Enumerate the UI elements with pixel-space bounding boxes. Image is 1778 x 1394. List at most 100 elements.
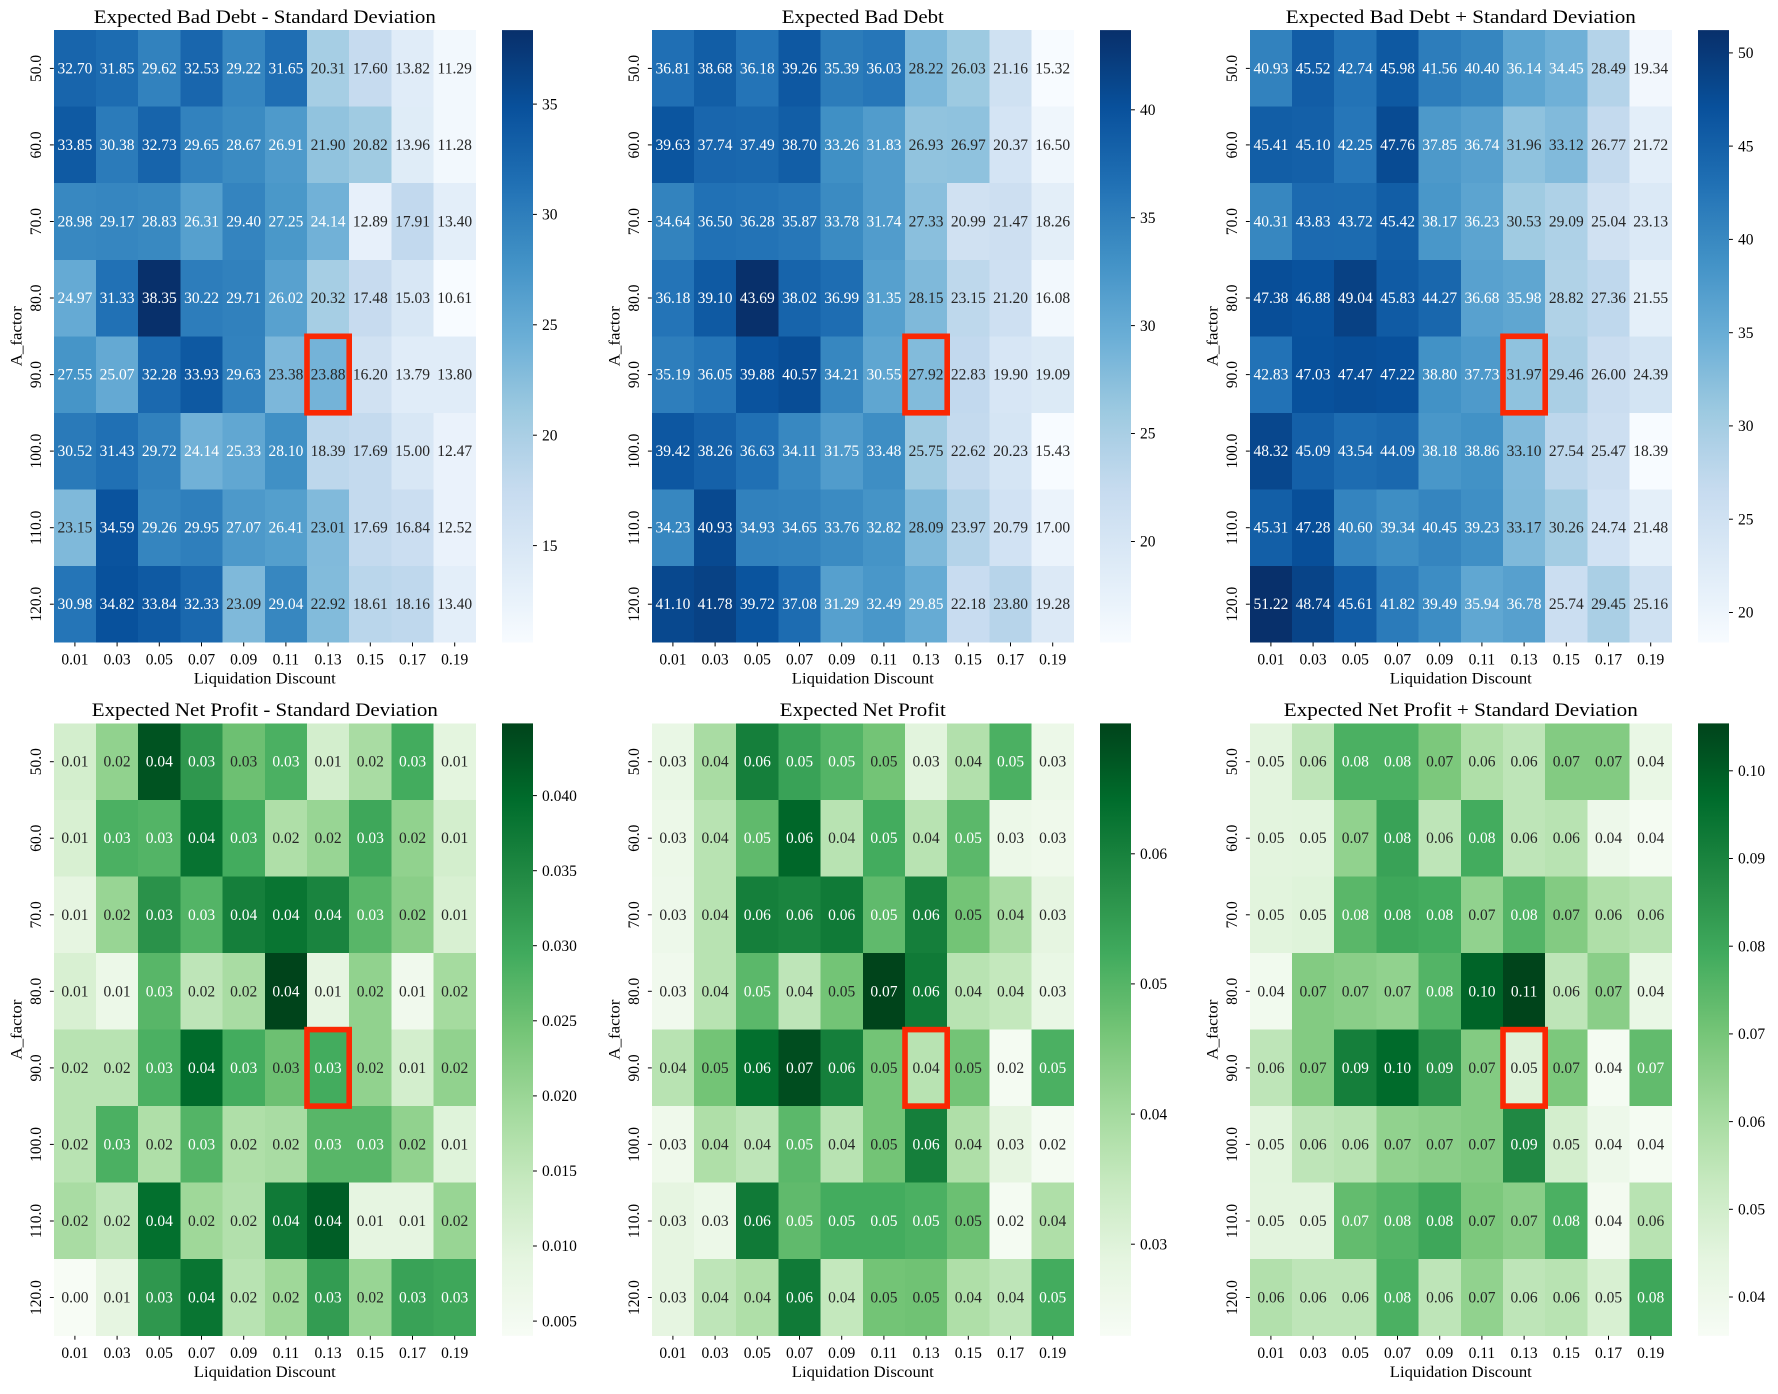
svg-text:0.08: 0.08 [1426,907,1453,924]
svg-text:0.10: 0.10 [1384,1060,1411,1077]
svg-text:0.17: 0.17 [997,652,1024,669]
svg-text:25.75: 25.75 [909,443,944,460]
svg-text:26.77: 26.77 [1591,137,1626,154]
svg-text:110.0: 110.0 [1224,510,1241,545]
svg-text:35.39: 35.39 [824,60,859,77]
svg-text:25.04: 25.04 [1591,214,1626,231]
svg-text:0.04: 0.04 [702,1136,729,1153]
svg-text:A_factor: A_factor [1204,999,1221,1060]
svg-text:18.39: 18.39 [1633,443,1668,460]
svg-text:40: 40 [1738,232,1754,249]
svg-text:26.00: 26.00 [1591,367,1626,384]
svg-text:41.56: 41.56 [1422,60,1457,77]
svg-text:30.26: 30.26 [1549,520,1584,537]
svg-text:0.03: 0.03 [702,1345,729,1362]
svg-text:60.0: 60.0 [1224,824,1241,851]
svg-text:0.01: 0.01 [399,983,426,1000]
svg-text:0.03: 0.03 [230,830,257,847]
svg-text:40.93: 40.93 [1253,60,1288,77]
svg-text:32.53: 32.53 [184,60,219,77]
svg-text:90.0: 90.0 [626,361,643,388]
svg-text:0.13: 0.13 [913,652,940,669]
svg-text:21.55: 21.55 [1633,290,1668,307]
svg-text:0.08: 0.08 [1384,1213,1411,1230]
svg-text:0.030: 0.030 [542,938,577,955]
svg-text:33.93: 33.93 [184,367,219,384]
svg-text:0.01: 0.01 [61,830,88,847]
svg-text:0.19: 0.19 [1637,652,1664,669]
svg-text:40: 40 [1140,102,1156,119]
svg-text:0.03: 0.03 [146,1060,173,1077]
svg-text:0.03: 0.03 [104,1345,131,1362]
svg-text:23.38: 23.38 [268,367,303,384]
svg-text:60.0: 60.0 [626,131,643,158]
svg-text:0.04: 0.04 [997,907,1024,924]
svg-text:34.45: 34.45 [1549,60,1584,77]
svg-text:0.06: 0.06 [913,907,940,924]
svg-text:32.73: 32.73 [142,137,177,154]
svg-text:0.06: 0.06 [828,1060,855,1077]
svg-text:17.00: 17.00 [1035,520,1070,537]
svg-text:0.03: 0.03 [1039,830,1066,847]
svg-text:0.05: 0.05 [146,652,173,669]
svg-text:29.65: 29.65 [184,137,219,154]
svg-text:0.19: 0.19 [441,1345,468,1362]
svg-text:0.09: 0.09 [230,652,257,669]
svg-text:0.06: 0.06 [1637,1213,1664,1230]
svg-text:30.98: 30.98 [57,596,92,613]
svg-text:0.06: 0.06 [786,830,813,847]
svg-text:25: 25 [542,317,558,334]
svg-text:27.36: 27.36 [1591,290,1626,307]
svg-text:45.10: 45.10 [1296,137,1331,154]
svg-text:0.06: 0.06 [786,1290,813,1307]
svg-text:45.31: 45.31 [1253,520,1288,537]
svg-text:40.45: 40.45 [1422,520,1457,537]
svg-text:32.70: 32.70 [57,60,92,77]
svg-text:0.15: 0.15 [955,1345,982,1362]
svg-text:Liquidation Discount: Liquidation Discount [194,1364,337,1381]
svg-text:49.04: 49.04 [1338,290,1373,307]
svg-text:44.09: 44.09 [1380,443,1415,460]
svg-text:37.85: 37.85 [1422,137,1457,154]
svg-text:0.07: 0.07 [1384,1136,1411,1153]
svg-text:0.08: 0.08 [1426,1213,1453,1230]
svg-text:Expected Net Profit + Standard: Expected Net Profit + Standard Deviation [1284,700,1638,721]
svg-text:Liquidation Discount: Liquidation Discount [194,671,337,688]
svg-text:0.03: 0.03 [146,1290,173,1307]
svg-text:21.16: 21.16 [993,60,1028,77]
svg-text:25.74: 25.74 [1549,596,1584,613]
svg-text:0.05: 0.05 [1300,1213,1327,1230]
svg-text:0.04: 0.04 [997,1290,1024,1307]
svg-text:33.12: 33.12 [1549,137,1584,154]
svg-text:36.14: 36.14 [1507,60,1542,77]
svg-text:Liquidation Discount: Liquidation Discount [792,1364,935,1381]
svg-text:80.0: 80.0 [28,284,45,311]
svg-text:0.05: 0.05 [955,1213,982,1230]
svg-text:0.04: 0.04 [315,1213,342,1230]
svg-text:26.03: 26.03 [951,60,986,77]
svg-text:A_factor: A_factor [1204,305,1221,366]
svg-text:110.0: 110.0 [626,1204,643,1239]
svg-text:45.42: 45.42 [1380,214,1415,231]
svg-text:0.05: 0.05 [955,830,982,847]
svg-text:0.015: 0.015 [542,1163,577,1180]
svg-text:0.04: 0.04 [786,983,813,1000]
svg-text:0.01: 0.01 [61,1345,88,1362]
svg-text:0.02: 0.02 [357,983,384,1000]
svg-text:0.05: 0.05 [1595,1290,1622,1307]
svg-text:0.05: 0.05 [870,830,897,847]
svg-text:35: 35 [1738,325,1754,342]
svg-text:0.09: 0.09 [1426,1060,1453,1077]
svg-text:0.06: 0.06 [1140,846,1167,863]
svg-text:0.11: 0.11 [1511,983,1538,1000]
svg-text:28.15: 28.15 [909,290,944,307]
svg-text:33.26: 33.26 [824,137,859,154]
svg-text:Liquidation Discount: Liquidation Discount [1390,1364,1533,1381]
svg-text:0.05: 0.05 [828,754,855,771]
svg-text:51.22: 51.22 [1253,596,1288,613]
svg-text:90.0: 90.0 [1224,361,1241,388]
svg-text:38.86: 38.86 [1464,443,1499,460]
svg-text:0.05: 0.05 [870,1136,897,1153]
svg-text:30.22: 30.22 [184,290,219,307]
svg-text:33.84: 33.84 [142,596,177,613]
